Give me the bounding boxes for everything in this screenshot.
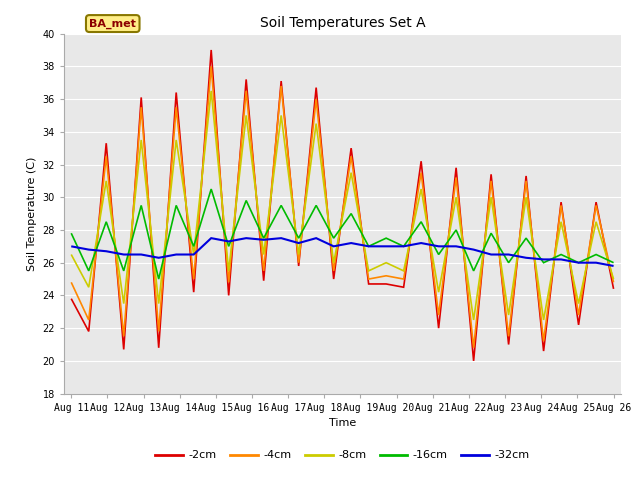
Legend: -2cm, -4cm, -8cm, -16cm, -32cm: -2cm, -4cm, -8cm, -16cm, -32cm <box>150 446 534 465</box>
Title: Soil Temperatures Set A: Soil Temperatures Set A <box>260 16 425 30</box>
Y-axis label: Soil Temperature (C): Soil Temperature (C) <box>27 156 37 271</box>
Text: BA_met: BA_met <box>90 18 136 29</box>
X-axis label: Time: Time <box>329 418 356 428</box>
